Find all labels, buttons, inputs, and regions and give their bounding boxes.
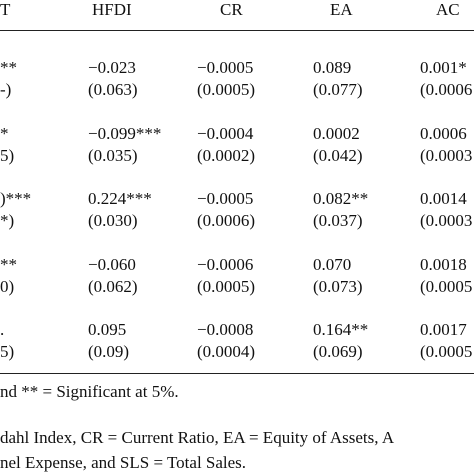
row-label: . [0,320,5,339]
row-label: 5) [0,342,15,361]
row-label: 0) [0,277,15,296]
row-label: * [0,124,9,143]
cell: (0.073) [313,277,363,296]
cell: (0.0005) [197,277,256,296]
cell: −0.099*** [88,124,162,143]
cell: −0.023 [88,58,136,77]
cell: (0.069) [313,342,363,361]
cell: (0.09) [88,342,130,361]
row-label: -) [0,80,12,99]
cell: (0.062) [88,277,138,296]
row-label: *) [0,211,15,230]
bottom-rule [0,373,474,374]
column-header: EA [330,0,353,19]
footnote: dahl Index, CR = Current Ratio, EA = Equ… [0,428,395,447]
cell: (0.0006 [420,80,473,99]
cell: 0.0018 [420,255,467,274]
cell: 0.0002 [313,124,360,143]
cell: (0.077) [313,80,363,99]
row-label: ** [0,58,17,77]
cell: 0.0017 [420,320,467,339]
cell: (0.035) [88,146,138,165]
cell: 0.089 [313,58,352,77]
cell: 0.070 [313,255,352,274]
row-label: 5) [0,146,15,165]
cell: (0.037) [313,211,363,230]
cell: (0.0005) [197,80,256,99]
cell: 0.095 [88,320,127,339]
cell: (0.0003 [420,211,473,230]
row-label: )*** [0,189,32,208]
cell: (0.042) [313,146,363,165]
column-header: HFDI [92,0,132,19]
column-header: CR [220,0,243,19]
cell: 0.0006 [420,124,467,143]
cell: 0.082** [313,189,369,208]
cell: (0.0002) [197,146,256,165]
cell: −0.0006 [197,255,254,274]
cell: (0.030) [88,211,138,230]
cell: 0.0014 [420,189,467,208]
row-label: ** [0,255,17,274]
cell: (0.0005 [420,277,473,296]
cell: 0.001* [420,58,467,77]
cell: 0.164** [313,320,369,339]
cell: (0.0004) [197,342,256,361]
column-header: T [0,0,11,19]
cell: −0.0005 [197,58,254,77]
cell: (0.0006) [197,211,256,230]
footnote: nd ** = Significant at 5%. [0,382,179,401]
cell: −0.0004 [197,124,254,143]
footnote: nel Expense, and SLS = Total Sales. [0,453,247,472]
cell: (0.0003 [420,146,473,165]
cell: 0.224*** [88,189,152,208]
column-header: AC [436,0,460,19]
header-rule [0,30,474,31]
cell: (0.063) [88,80,138,99]
cell: −0.0008 [197,320,254,339]
cell: (0.0005 [420,342,473,361]
cell: −0.0005 [197,189,254,208]
cell: −0.060 [88,255,136,274]
